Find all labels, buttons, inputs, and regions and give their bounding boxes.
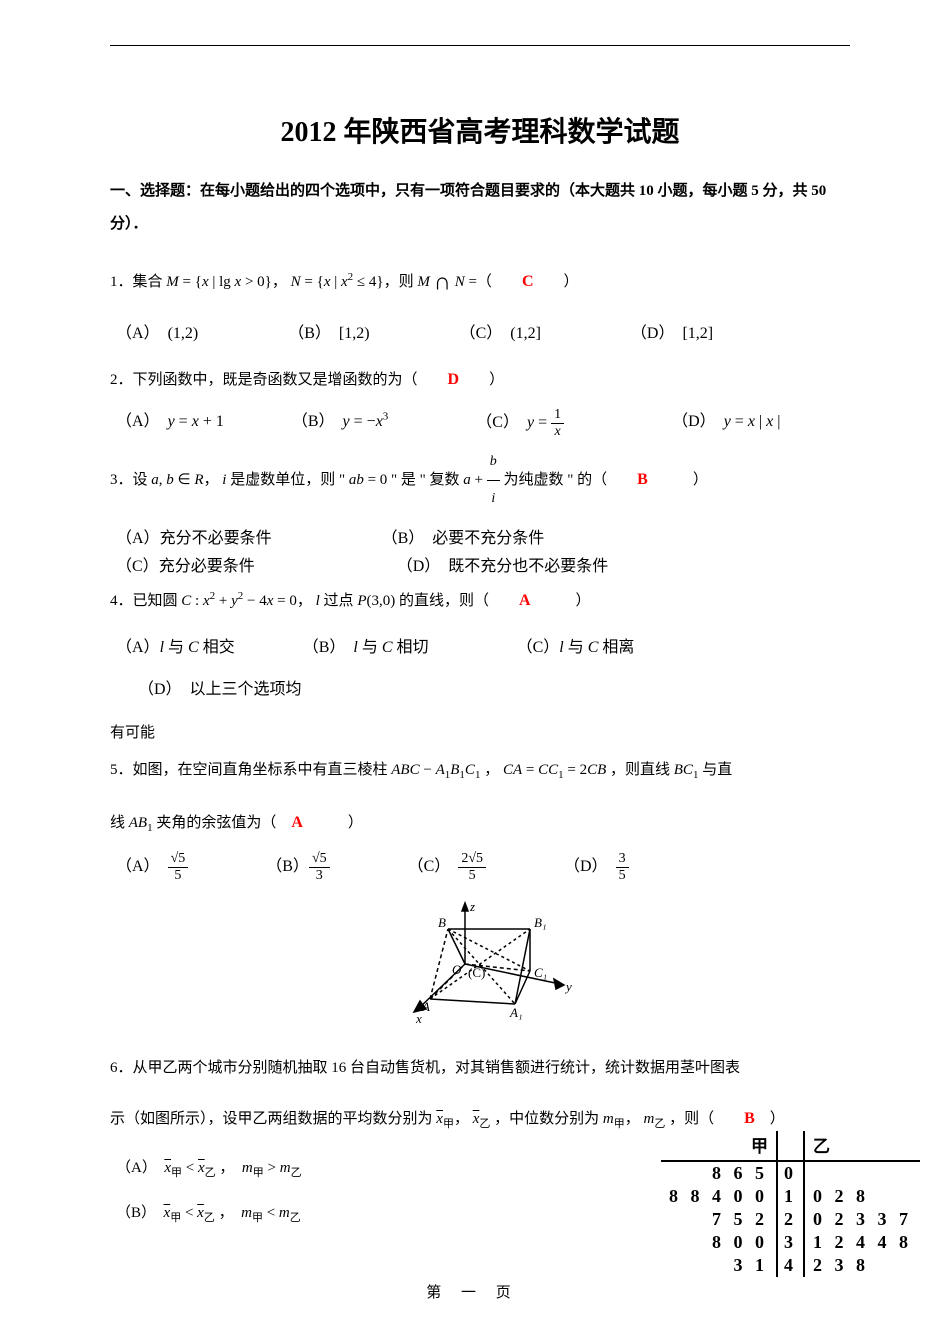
vertex-a-label: A bbox=[421, 999, 430, 1014]
q5-answer: A bbox=[291, 814, 303, 831]
q4-opt-b: （B） l 与 C 相切 bbox=[303, 627, 429, 669]
stemleaf-header-right: 乙 bbox=[804, 1131, 920, 1161]
q4-options: （A）l 与 C 相交 （B） l 与 C 相切 （C）l 与 C 相离 （D）… bbox=[110, 627, 850, 710]
q4-opt-d-cont: 有可能 bbox=[110, 715, 850, 751]
header-rule bbox=[110, 45, 850, 46]
q6-line1: 6．从甲乙两个城市分别随机抽取 16 台自动售货机，对其销售额进行统计，统计数据… bbox=[110, 1049, 850, 1088]
axis-x-label: x bbox=[415, 1011, 422, 1026]
question-5: 5．如图，在空间直角坐标系中有直三棱柱 ABC − A1B1C1 ， CA = … bbox=[110, 751, 850, 844]
q3-opt-c: （C）充分必要条件 bbox=[116, 552, 255, 576]
q2-opt-c: （C） y = 1x bbox=[476, 407, 564, 440]
vertex-c-label: (C) bbox=[468, 965, 485, 980]
q3-stem: 3．设 a, b ∈ R， i 是虚数单位，则 " ab = 0 " 是 " 复… bbox=[110, 472, 708, 488]
axis-y-label: y bbox=[564, 979, 572, 994]
vertex-b-label: B bbox=[438, 915, 446, 930]
prism-diagram: z y x B B₁ (C) O C₁ A A₁ bbox=[380, 899, 580, 1029]
q2-opt-b: （B） y = −x3 bbox=[292, 407, 388, 440]
q2-options: （A） y = x + 1 （B） y = −x3 （C） y = 1x （D）… bbox=[110, 407, 850, 440]
q4-opt-d: （D） 以上三个选项均 bbox=[138, 669, 302, 711]
stemleaf-row: 8 6 50 bbox=[661, 1162, 920, 1185]
question-1: 1．集合 M = {x | lg x > 0}， N = {x | x2 ≤ 4… bbox=[110, 251, 850, 313]
page-footer: 第 一 页 bbox=[0, 1281, 945, 1302]
q1-opt-d: （D） [1,2] bbox=[631, 319, 713, 343]
q3-opt-b: （B） 必要不充分条件 bbox=[382, 524, 545, 548]
q5-opt-c: （C） 2√55 bbox=[408, 851, 486, 884]
q5-options: （A） √55 （B）√53 （C） 2√55 （D） 35 bbox=[110, 851, 850, 884]
q1-stem: 1．集合 M = {x | lg x > 0}， N = {x | x2 ≤ 4… bbox=[110, 274, 579, 290]
q1-opt-b: （B） [1,2) bbox=[288, 319, 369, 343]
q5-opt-a: （A） √55 bbox=[116, 851, 188, 884]
q3-answer: B bbox=[637, 471, 648, 488]
q2-opt-d: （D） y = x | x | bbox=[672, 407, 780, 440]
document-title: 2012 年陕西省高考理科数学试题 bbox=[110, 110, 850, 150]
vertex-a1-label: A₁ bbox=[509, 1005, 522, 1020]
q1-opt-a: （A） (1,2) bbox=[116, 319, 198, 343]
section-1-header: 一、选择题：在每小题给出的四个选项中，只有一项符合题目要求的（本大题共 10 小… bbox=[110, 175, 850, 241]
q3-options-2: （C）充分必要条件 （D） 既不充分也不必要条件 bbox=[110, 552, 850, 576]
stemleaf-row: 3 142 3 8 bbox=[661, 1254, 920, 1277]
q1-opt-c: （C） (1,2] bbox=[460, 319, 541, 343]
question-6: 6．从甲乙两个城市分别随机抽取 16 台自动售货机，对其销售额进行统计，统计数据… bbox=[110, 1049, 850, 1140]
q5-figure: z y x B B₁ (C) O C₁ A A₁ bbox=[110, 899, 850, 1034]
q6-answer: B bbox=[744, 1110, 755, 1127]
q2-stem: 2．下列函数中，既是奇函数又是增函数的为（ D ） bbox=[110, 372, 504, 388]
q5-line2: 线 AB1 夹角的余弦值为（ A ） bbox=[110, 802, 850, 844]
q4-opt-a: （A）l 与 C 相交 bbox=[116, 627, 235, 669]
stemleaf-row: 7 5 220 2 3 3 7 bbox=[661, 1208, 920, 1231]
stem-leaf-plot: 甲 乙 8 6 50 8 8 4 0 010 2 8 7 5 220 2 3 3… bbox=[661, 1131, 920, 1277]
question-4: 4．已知圆 C : x2 + y2 − 4x = 0， l 过点 P(3,0) … bbox=[110, 580, 850, 622]
q3-options-1: （A）充分不必要条件 （B） 必要不充分条件 bbox=[110, 524, 850, 548]
q5-opt-b: （B）√53 bbox=[266, 851, 329, 884]
q3-opt-a: （A）充分不必要条件 bbox=[116, 524, 272, 548]
vertex-c1-label: C₁ bbox=[534, 965, 547, 980]
vertex-b1-label: B₁ bbox=[534, 915, 546, 930]
axis-z-label: z bbox=[469, 899, 475, 914]
q4-opt-c: （C）l 与 C 相离 bbox=[517, 627, 635, 669]
q1-answer: C bbox=[522, 273, 534, 290]
q5-opt-d: （D） 35 bbox=[564, 851, 629, 884]
stemleaf-row: 8 0 031 2 4 4 8 bbox=[661, 1231, 920, 1254]
q4-answer: A bbox=[519, 592, 531, 609]
q5-line1: 5．如图，在空间直角坐标系中有直三棱柱 ABC − A1B1C1 ， CA = … bbox=[110, 751, 850, 790]
q2-opt-a: （A） y = x + 1 bbox=[116, 407, 224, 440]
origin-label: O bbox=[452, 962, 462, 977]
q2-answer: D bbox=[448, 371, 460, 388]
q1-options: （A） (1,2) （B） [1,2) （C） (1,2] （D） [1,2] bbox=[110, 319, 850, 343]
stemleaf-row: 8 8 4 0 010 2 8 bbox=[661, 1185, 920, 1208]
question-2: 2．下列函数中，既是奇函数又是增函数的为（ D ） bbox=[110, 359, 850, 401]
question-3: 3．设 a, b ∈ R， i 是虚数单位，则 " ab = 0 " 是 " 复… bbox=[110, 444, 850, 518]
q3-opt-d: （D） 既不充分也不必要条件 bbox=[397, 552, 609, 576]
q4-stem: 4．已知圆 C : x2 + y2 − 4x = 0， l 过点 P(3,0) … bbox=[110, 593, 591, 609]
stemleaf-header-left: 甲 bbox=[661, 1131, 777, 1161]
